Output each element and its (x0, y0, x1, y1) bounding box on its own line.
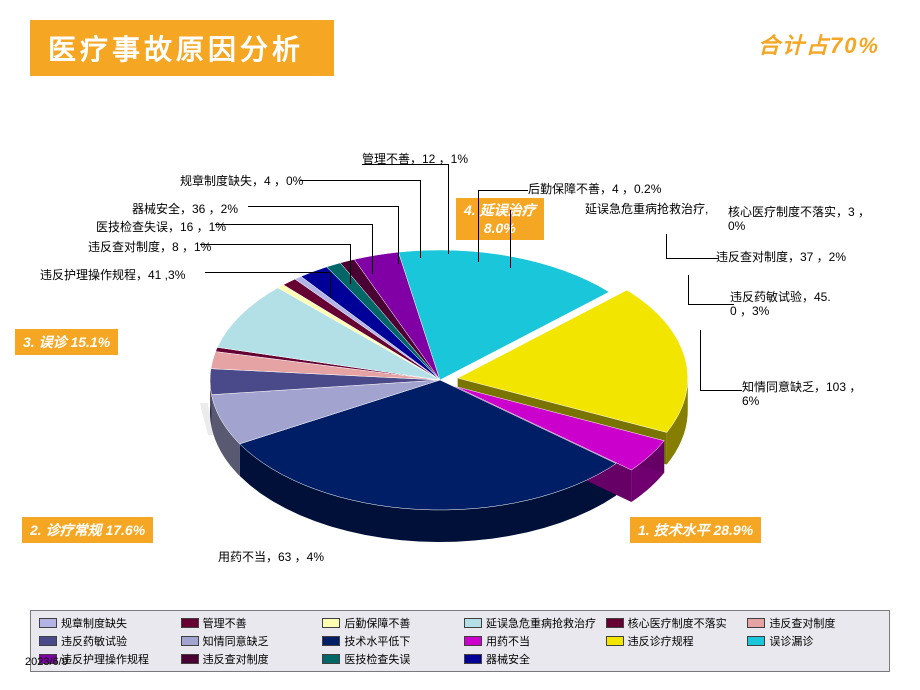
legend-swatch (606, 618, 624, 628)
legend-label: 误诊漏诊 (769, 633, 813, 649)
legend-label: 核心医疗制度不落实 (628, 615, 727, 631)
callout-box: 3. 误诊 15.1% (15, 329, 118, 355)
legend-item: 知情同意缺乏 (181, 633, 315, 649)
pie-slice-label: 器械安全，36 ，2% (132, 200, 238, 217)
legend-item: 后勤保障不善 (322, 615, 456, 631)
leader-line (478, 190, 479, 262)
leader-line (200, 244, 350, 245)
legend-label: 违反查对制度 (203, 651, 269, 667)
date-stamp: 2023/6/9 (25, 656, 68, 668)
legend-swatch (322, 654, 340, 664)
legend-item: 核心医疗制度不落实 (606, 615, 740, 631)
pie-slice-label: 违反药敏试验，45. 0 ，3% (730, 290, 831, 319)
legend-item: 器械安全 (464, 651, 598, 667)
pie-slice-label: 核心医疗制度不落实，3 ， 0% (728, 205, 870, 234)
legend-swatch (181, 654, 199, 664)
legend-label: 知情同意缺乏 (203, 633, 269, 649)
legend-label: 违反查对制度 (769, 615, 835, 631)
leader-line (372, 224, 373, 274)
leader-line (350, 244, 351, 284)
legend-item: 违反诊疗规程 (606, 633, 740, 649)
pie-slice-label: 违反查对制度，37 ，2% (716, 248, 846, 265)
legend-label: 用药不当 (486, 633, 530, 649)
leader-line (510, 210, 511, 268)
leader-line (448, 164, 449, 254)
leader-line (248, 206, 398, 207)
leader-line (205, 272, 330, 273)
pie-slice-label: 后勤保障不善，4 ，0.2% (528, 180, 661, 197)
legend-swatch (747, 636, 765, 646)
legend-swatch (39, 636, 57, 646)
legend-label: 违反诊疗规程 (628, 633, 694, 649)
leader-line (330, 272, 331, 298)
leader-line (362, 164, 448, 165)
summary-percentage: 合计占70% (758, 28, 880, 60)
leader-line (688, 275, 689, 305)
leader-line (700, 390, 742, 391)
legend-item: 用药不当 (464, 633, 598, 649)
pie-slice-label: 用药不当，63 ，4% (218, 548, 324, 565)
legend-item: 技术水平低下 (322, 633, 456, 649)
legend-item: 违反药敏试验 (39, 633, 173, 649)
legend-swatch (181, 618, 199, 628)
callout-box: 4. 延误治疗 8.0% (456, 198, 544, 240)
legend-item: 延误急危重病抢救治疗 (464, 615, 598, 631)
legend-swatch (464, 618, 482, 628)
legend-label: 违反护理操作规程 (61, 651, 149, 667)
legend-label: 医技检查失误 (344, 651, 410, 667)
legend-item: 医技检查失误 (322, 651, 456, 667)
leader-line (478, 190, 528, 191)
callout-box: 1. 技术水平 28.9% (630, 517, 761, 543)
pie-slice-label: 延误急危重病抢救治疗, (585, 200, 708, 217)
pie-slice-label: 违反查对制度，8 ，1% (88, 238, 211, 255)
legend-box: 规章制度缺失管理不善后勤保障不善延误急危重病抢救治疗核心医疗制度不落实违反查对制… (30, 610, 890, 672)
pie-chart-area (0, 120, 920, 580)
legend-swatch (464, 654, 482, 664)
legend-item: 违反查对制度 (747, 615, 881, 631)
legend-item: 违反查对制度 (181, 651, 315, 667)
pie-slice-label: 医技检查失误，16 ，1% (96, 218, 226, 235)
pie-slice-label: 违反护理操作规程，41 ,3% (40, 266, 185, 283)
legend-label: 器械安全 (486, 651, 530, 667)
legend-swatch (606, 636, 624, 646)
leader-line (666, 234, 667, 258)
pie-slice-label: 知情同意缺乏，103 ， 6% (742, 380, 861, 409)
legend-label: 规章制度缺失 (61, 615, 127, 631)
leader-line (688, 304, 734, 305)
leader-line (420, 180, 421, 258)
pie-chart-svg (0, 120, 920, 580)
leader-line (398, 206, 399, 264)
legend-swatch (464, 636, 482, 646)
legend-swatch (322, 636, 340, 646)
chart-title-banner: 医疗事故原因分析 (30, 20, 334, 76)
legend-swatch (39, 618, 57, 628)
legend-label: 后勤保障不善 (344, 615, 410, 631)
legend-label: 延误急危重病抢救治疗 (486, 615, 596, 631)
leader-line (666, 258, 718, 259)
legend-item: 误诊漏诊 (747, 633, 881, 649)
leader-line (215, 224, 372, 225)
legend-label: 管理不善 (203, 615, 247, 631)
leader-line (700, 330, 701, 390)
pie-slice-label: 规章制度缺失，4 ，0% (180, 172, 303, 189)
legend-swatch (322, 618, 340, 628)
callout-box: 2. 诊疗常规 17.6% (22, 517, 153, 543)
legend-label: 违反药敏试验 (61, 633, 127, 649)
legend-label: 技术水平低下 (344, 633, 410, 649)
leader-line (300, 180, 420, 181)
legend-item: 规章制度缺失 (39, 615, 173, 631)
legend-item: 管理不善 (181, 615, 315, 631)
legend-swatch (747, 618, 765, 628)
legend-swatch (181, 636, 199, 646)
